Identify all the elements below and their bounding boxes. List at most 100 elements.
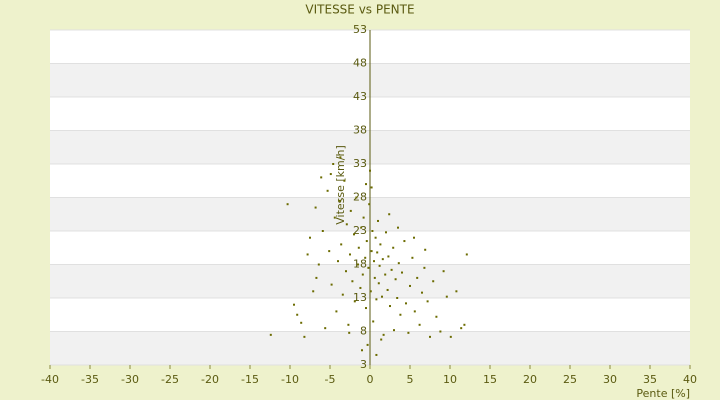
point xyxy=(315,276,318,279)
y-tick-label: 18 xyxy=(353,258,367,271)
point xyxy=(360,226,363,229)
point xyxy=(442,270,445,273)
x-tick-label: -35 xyxy=(81,373,99,386)
point xyxy=(386,288,389,291)
point xyxy=(424,248,427,251)
y-axis-title: Vitesse [km/h] xyxy=(334,145,347,225)
point xyxy=(353,233,355,236)
point xyxy=(409,284,411,287)
point xyxy=(413,310,416,313)
point xyxy=(375,353,378,356)
point xyxy=(368,203,371,206)
point xyxy=(396,297,399,299)
point xyxy=(369,290,372,293)
point xyxy=(286,203,289,206)
point xyxy=(306,253,309,256)
y-tick-label: 23 xyxy=(353,224,367,237)
point xyxy=(330,283,333,286)
x-tick-label: 5 xyxy=(407,373,414,386)
point xyxy=(293,303,295,306)
point xyxy=(370,186,373,189)
x-tick-label: 10 xyxy=(443,373,457,386)
chart-title: VITESSE vs PENTE xyxy=(305,3,414,17)
point xyxy=(343,179,346,182)
point xyxy=(407,331,410,334)
x-axis-title: Pente [%] xyxy=(636,387,690,400)
point xyxy=(361,349,363,352)
point xyxy=(401,271,403,274)
point xyxy=(421,291,423,294)
point xyxy=(366,343,369,346)
point xyxy=(403,240,406,243)
point xyxy=(296,313,299,316)
x-tick-label: 15 xyxy=(483,373,497,386)
point xyxy=(359,286,362,289)
x-tick-label: -15 xyxy=(241,373,259,386)
point xyxy=(426,300,429,303)
point xyxy=(338,199,341,202)
point xyxy=(333,216,336,219)
point xyxy=(390,268,393,271)
point xyxy=(379,243,382,246)
y-tick-label: 43 xyxy=(353,90,367,103)
x-tick-label: -20 xyxy=(201,373,219,386)
point xyxy=(377,219,379,222)
x-tick-label: 40 xyxy=(683,373,697,386)
point xyxy=(384,273,387,276)
y-tick-label: 38 xyxy=(353,124,367,137)
point xyxy=(372,320,375,323)
y-tick-label: 48 xyxy=(353,57,367,70)
point xyxy=(382,333,385,336)
point xyxy=(332,163,335,165)
point xyxy=(321,230,324,232)
point xyxy=(375,298,378,301)
point xyxy=(411,256,414,259)
point xyxy=(349,209,352,212)
point xyxy=(345,270,347,273)
y-tick-label: 8 xyxy=(360,325,367,338)
point xyxy=(432,280,435,283)
point xyxy=(361,273,364,276)
point xyxy=(349,253,351,256)
point xyxy=(369,169,371,172)
y-tick-label: 53 xyxy=(353,23,367,36)
x-tick-label: 35 xyxy=(643,373,657,386)
point xyxy=(385,231,387,234)
point xyxy=(388,213,391,216)
point xyxy=(371,230,374,232)
point xyxy=(373,276,376,279)
point xyxy=(394,278,397,281)
point xyxy=(397,262,400,265)
point xyxy=(353,300,356,303)
point xyxy=(320,176,323,179)
point xyxy=(351,280,354,283)
point xyxy=(374,236,377,239)
y-tick-label: 3 xyxy=(360,358,367,371)
point xyxy=(317,263,320,266)
point xyxy=(377,282,380,285)
x-tick-label: -25 xyxy=(161,373,179,386)
point xyxy=(337,260,339,263)
y-tick-label: 13 xyxy=(353,291,367,304)
point xyxy=(370,250,373,253)
point xyxy=(378,264,381,267)
point xyxy=(455,290,458,293)
x-tick-label: 25 xyxy=(563,373,577,386)
point xyxy=(365,307,367,310)
point xyxy=(355,196,358,199)
point xyxy=(389,305,391,308)
point xyxy=(269,333,272,336)
point xyxy=(300,321,303,324)
point xyxy=(373,260,375,263)
x-tick-label: -5 xyxy=(325,373,336,386)
point xyxy=(381,258,384,261)
point xyxy=(362,216,365,219)
point xyxy=(405,302,407,305)
point xyxy=(397,226,399,229)
point xyxy=(365,183,367,186)
point xyxy=(314,206,317,209)
point xyxy=(465,253,468,256)
point xyxy=(449,335,452,338)
point xyxy=(357,246,360,249)
